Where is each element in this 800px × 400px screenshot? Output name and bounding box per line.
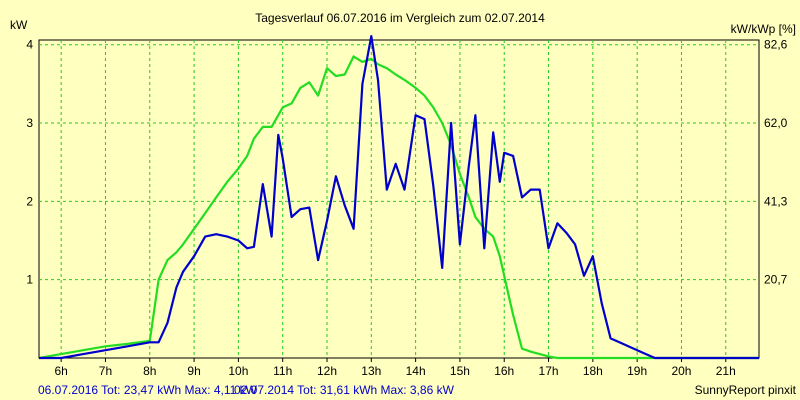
y-tick-label-right: 41,3 — [764, 194, 788, 208]
plot-area — [38, 39, 760, 359]
series-line-2016 — [39, 34, 759, 360]
y-axis-right-label: kW/kWp [%] — [731, 22, 796, 36]
x-tick-label: 9h — [187, 364, 200, 378]
series-line-2014 — [38, 55, 759, 360]
x-tick-label: 20h — [671, 364, 691, 378]
tick-labels: 6h 7h 8h 9h 10h 11h 12h 13h 14h 15h 16h 17h 18h 19h 20… — [26, 38, 787, 378]
x-tick-label: 8h — [143, 364, 156, 378]
x-tick-label: 15h — [450, 364, 470, 378]
series-group — [38, 34, 759, 360]
y-tick-label-right: 62,0 — [764, 116, 788, 130]
chart-title: Tagesverlauf 06.07.2016 im Vergleich zum… — [255, 11, 545, 25]
x-tick-label: 7h — [99, 364, 112, 378]
x-tick-label: 19h — [627, 364, 647, 378]
y-tick-label-left: 4 — [26, 38, 33, 52]
x-tick-label: 12h — [317, 364, 337, 378]
y-tick-label-right: 82,6 — [764, 38, 788, 52]
footer-series-2016: 06.07.2016 Tot: 23,47 kWh Max: 4,11 kW — [38, 383, 258, 397]
y-tick-label-left: 3 — [26, 116, 33, 130]
y-tick-label-left: 1 — [26, 273, 33, 287]
y-tick-label-right: 20,7 — [764, 273, 788, 287]
y-tick-label-left: 2 — [26, 194, 33, 208]
y-axis-left-label: kW — [10, 18, 28, 32]
footer-credit: SunnyReport pinxit — [695, 383, 797, 397]
x-tick-label: 16h — [494, 364, 514, 378]
x-tick-label: 17h — [539, 364, 559, 378]
x-tick-label: 21h — [716, 364, 736, 378]
x-tick-label: 18h — [583, 364, 603, 378]
x-tick-label: 6h — [54, 364, 67, 378]
footer-series-2014: 02.07.2014 Tot: 31,61 kWh Max: 3,86 kW — [234, 383, 455, 397]
x-tick-label: 14h — [406, 364, 426, 378]
x-tick-label: 10h — [228, 364, 248, 378]
x-tick-label: 11h — [273, 364, 292, 378]
x-tick-label: 13h — [361, 364, 381, 378]
